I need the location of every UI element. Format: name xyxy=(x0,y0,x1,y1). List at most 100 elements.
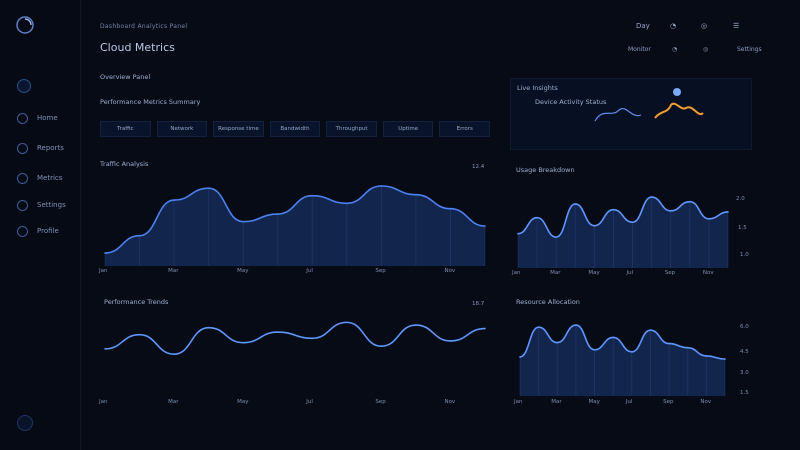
insights-title: Live Insights xyxy=(517,84,558,92)
avatar[interactable] xyxy=(17,415,33,431)
x-axis-label: Mar xyxy=(550,270,561,276)
chart-point xyxy=(104,252,106,254)
sidebar-item-home[interactable]: Home xyxy=(17,110,58,126)
x-axis-label: Nov xyxy=(700,399,712,405)
menu-icon[interactable]: ☰ xyxy=(733,22,740,30)
chart-area xyxy=(520,325,725,396)
x-axis-label: May xyxy=(588,399,600,405)
overview-subtitle: Performance Metrics Summary xyxy=(100,98,201,106)
traffic-chart xyxy=(104,185,486,266)
activity-line xyxy=(594,108,642,122)
chart-point xyxy=(574,203,577,205)
x-axis-label: Nov xyxy=(444,268,456,274)
chart-point xyxy=(556,341,559,344)
x-axis-label: Jul xyxy=(306,399,313,405)
chart-point xyxy=(555,236,557,238)
settings-button[interactable]: Settings xyxy=(737,46,762,53)
chart-point xyxy=(484,225,486,227)
chart-point xyxy=(449,207,452,210)
x-axis-label: Sep xyxy=(375,268,386,274)
chart-point xyxy=(724,358,726,360)
metric-response-time[interactable]: Response time xyxy=(213,121,264,137)
live-insights-panel xyxy=(510,78,752,150)
x-axis-label: May xyxy=(237,268,249,274)
chart-point xyxy=(631,221,634,224)
chart-point xyxy=(708,218,710,220)
metric-throughput[interactable]: Throughput xyxy=(326,121,377,137)
chart-point xyxy=(242,341,244,344)
circle-icon xyxy=(17,199,28,211)
chart-line xyxy=(519,324,726,360)
chart-point xyxy=(689,200,691,203)
sidebar-item-home[interactable] xyxy=(17,78,40,94)
chart-point xyxy=(669,210,672,212)
sidebar-item-settings[interactable]: Settings xyxy=(17,197,66,213)
target-icon[interactable]: ◎ xyxy=(701,22,708,30)
x-axis-label: Mar xyxy=(168,399,179,405)
page-title: Cloud Metrics xyxy=(100,41,175,54)
sidebar-item-label: Reports xyxy=(37,144,64,152)
metric-network[interactable]: Network xyxy=(156,121,208,137)
chart-point xyxy=(346,202,348,205)
metric-errors[interactable]: Errors xyxy=(439,121,491,137)
sidebar-item-label: Metrics xyxy=(37,174,63,182)
chart-point xyxy=(449,340,452,342)
chart-point xyxy=(650,196,653,198)
chart-point xyxy=(631,351,633,353)
chart2-title: Usage Breakdown xyxy=(516,166,575,174)
chart-line xyxy=(104,185,486,254)
chart-point xyxy=(311,337,314,340)
live-activity-chart xyxy=(594,88,704,122)
chart-line xyxy=(104,321,486,355)
chart-point xyxy=(686,346,689,349)
metric-traffic[interactable]: Traffic xyxy=(100,121,151,137)
metric-uptime[interactable]: Uptime xyxy=(382,121,434,137)
chart-point xyxy=(276,331,279,333)
performance-chart xyxy=(104,321,486,355)
x-axis-label: Mar xyxy=(168,268,179,274)
chart-point xyxy=(242,220,244,223)
chart1-title: Traffic Analysis xyxy=(100,160,149,168)
monitor-label[interactable]: Monitor xyxy=(628,46,651,53)
clock-icon[interactable]: ◔ xyxy=(672,46,678,53)
chart-point xyxy=(727,211,729,213)
circle-icon xyxy=(17,112,28,124)
sidebar: Home Reports Metrics Settings Profile xyxy=(0,0,81,450)
sidebar-item-profile[interactable]: Profile xyxy=(17,223,59,239)
chart-point xyxy=(173,199,175,201)
resource-chart xyxy=(519,324,726,396)
x-axis-label: Jul xyxy=(306,268,313,274)
chart-point xyxy=(138,333,141,336)
y-axis-label: 2.0 xyxy=(736,196,745,202)
y-axis-label: 6.0 xyxy=(740,324,749,330)
chart-point xyxy=(415,193,417,196)
overview-title: Overview Panel xyxy=(100,73,151,81)
x-axis-label: Jan xyxy=(99,268,108,274)
chart-point xyxy=(517,232,519,235)
sidebar-item-label: Settings xyxy=(37,201,66,209)
sidebar-item-reports[interactable]: Reports xyxy=(17,140,64,156)
y-axis-label: 1.0 xyxy=(740,252,749,258)
chart-point xyxy=(311,194,314,197)
clock-icon[interactable]: ◔ xyxy=(670,22,677,30)
y-axis-label: 1.5 xyxy=(738,225,747,231)
chart-point xyxy=(346,321,348,324)
x-axis-label: Sep xyxy=(663,399,674,405)
chart-point xyxy=(575,324,577,326)
chart-point xyxy=(612,336,614,339)
chart-line xyxy=(517,196,729,238)
chart-area xyxy=(105,186,485,266)
sidebar-item-label: Profile xyxy=(37,227,59,235)
y-axis-label: 3.0 xyxy=(740,370,749,376)
chart-point xyxy=(276,213,279,215)
target-icon[interactable]: ◎ xyxy=(703,46,709,53)
sidebar-item-metrics[interactable]: Metrics xyxy=(17,170,62,186)
circle-icon xyxy=(17,172,28,184)
chart-point xyxy=(380,345,383,348)
x-axis-label: May xyxy=(588,270,600,276)
metric-bandwidth[interactable]: Bandwidth xyxy=(269,121,321,137)
top-icon-day[interactable]: Day xyxy=(636,22,650,30)
x-axis-label: Jan xyxy=(514,399,523,405)
chart-point xyxy=(415,324,417,326)
alert-line xyxy=(654,102,704,119)
